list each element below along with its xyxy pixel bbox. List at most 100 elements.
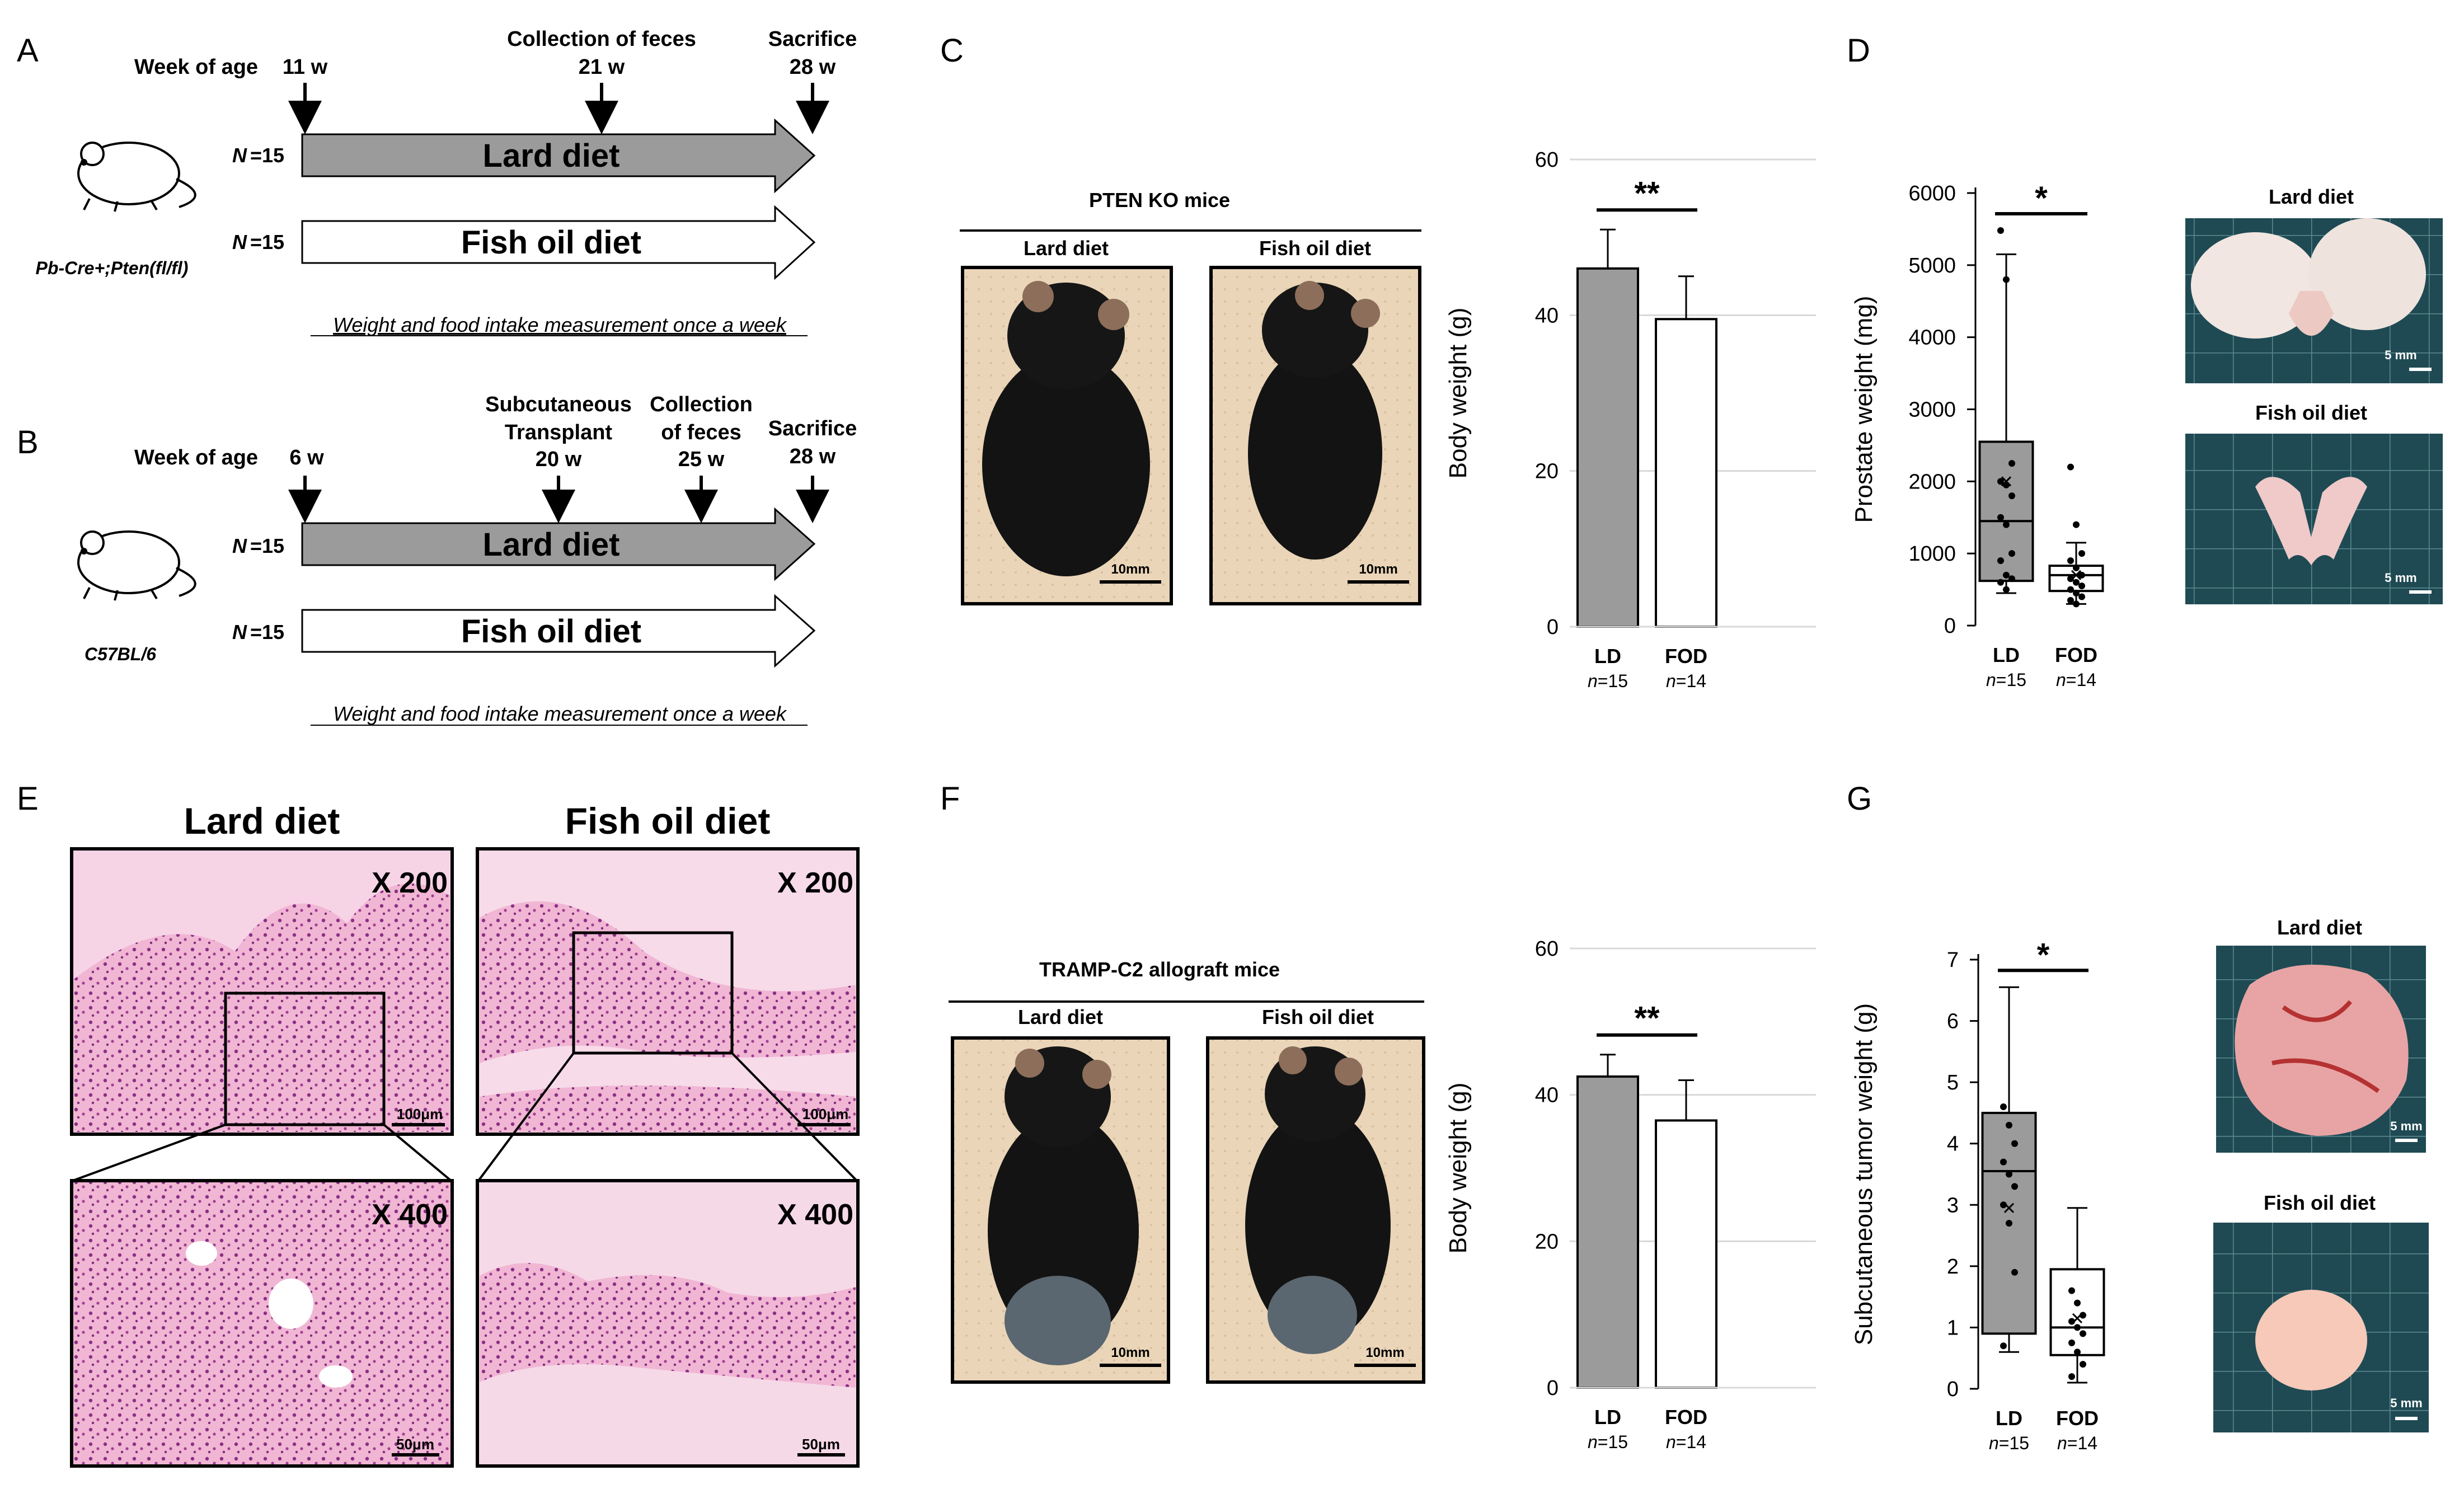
box <box>1978 440 2034 582</box>
bar <box>1655 318 1717 628</box>
timepoint-label: of feces <box>661 421 741 444</box>
x-category-label: FOD <box>2056 1407 2099 1430</box>
data-point <box>2080 1361 2086 1368</box>
data-point <box>2074 1349 2081 1356</box>
tumor-photo-lard: 5 mm <box>2216 946 2426 1153</box>
y-tick-label: 40 <box>1535 304 1559 327</box>
n-value: =15 <box>250 534 284 557</box>
y-tick-label: 6000 <box>1908 182 1956 205</box>
week-of-age-label: Week of age <box>134 446 258 469</box>
data-point <box>2067 463 2074 471</box>
panel-e: E Lard diet Fish oil diet X 200 100μm X … <box>17 781 860 1468</box>
data-point <box>2003 276 2010 283</box>
data-point <box>2067 575 2074 582</box>
panel-a: A Week of age 11 w Collection of feces 2… <box>17 27 857 336</box>
x-category-label: LD <box>1594 1406 1621 1429</box>
y-tick-label: 1000 <box>1908 542 1956 566</box>
data-point <box>1997 478 2004 485</box>
y-tick-label: 40 <box>1535 1084 1559 1107</box>
tumor-photo-fish: 5 mm <box>2213 1223 2429 1432</box>
data-point <box>2068 1287 2075 1294</box>
photo-label-lard: Lard diet <box>2277 916 2362 939</box>
panel-letter-c: C <box>940 32 964 69</box>
y-tick-label: 3 <box>1947 1194 1959 1217</box>
y-tick-label: 0 <box>1947 1378 1959 1401</box>
scale-bar-label: 100μm <box>397 1106 443 1122</box>
scale-bar-label: 10mm <box>1111 1345 1149 1360</box>
y-axis-label: Body weight (g) <box>1444 308 1472 479</box>
magnification-label: X 400 <box>777 1199 853 1231</box>
chart-d-prostate-weight: 0 1000 2000 3000 4000 5000 6000 Prostate weight… <box>1850 180 2104 690</box>
scale-bar-label: 10mm <box>1365 1345 1404 1360</box>
scale-bar-label: 5 mm <box>2390 1396 2422 1410</box>
panel-f: F TRAMP-C2 allograft mice Lard diet Fish… <box>940 781 1816 1452</box>
timepoint-label: Collection of feces <box>507 27 696 51</box>
data-point <box>2006 1121 2012 1129</box>
chart-g-tumor-weight: 0 1 2 3 4 5 6 7 Subcutaneous tumor weight (g) LD n… <box>1850 937 2105 1453</box>
data-point <box>2073 564 2080 571</box>
y-tick-label: 60 <box>1535 937 1559 961</box>
y-tick-label: 2 <box>1947 1255 1959 1279</box>
y-tick-label: 20 <box>1535 1230 1559 1253</box>
scale-bar-label: 100μm <box>802 1106 848 1122</box>
scale-bar-label: 5 mm <box>2390 1119 2422 1133</box>
y-tick-label: 7 <box>1947 948 1959 972</box>
data-point <box>2008 492 2015 500</box>
data-point <box>2008 575 2015 582</box>
y-tick-label: 6 <box>1947 1010 1959 1033</box>
mean-marker <box>2001 476 2012 487</box>
y-axis-label: Prostate weight (mg) <box>1850 296 1878 523</box>
data-point <box>1997 557 2004 565</box>
fish-oil-diet-arrow-label: Fish oil diet <box>461 613 641 650</box>
histology-lard-x200: X 200 100μm <box>70 847 454 1136</box>
box <box>2049 1268 2105 1356</box>
data-point <box>2078 582 2085 590</box>
zoom-connector <box>383 1124 452 1182</box>
fish-oil-diet-arrow-label: Fish oil diet <box>461 224 641 261</box>
data-point <box>2006 1220 2012 1227</box>
lard-diet-arrow-label: Lard diet <box>483 138 620 174</box>
timepoint-label: Sacrifice <box>768 27 857 51</box>
n-value: =15 <box>250 144 284 167</box>
panel-letter-a: A <box>17 32 39 69</box>
sample-size-label: n=15 <box>1588 671 1628 691</box>
data-point <box>2078 550 2085 557</box>
histology-fish-x400: X 400 50μm <box>476 1179 860 1468</box>
measurement-note: Weight and food intake measurement once … <box>333 702 787 725</box>
n-value: =15 <box>250 621 284 643</box>
bar <box>1655 1119 1717 1389</box>
y-tick-label: 5 <box>1947 1071 1959 1094</box>
mean-marker <box>2003 1202 2015 1213</box>
data-point <box>2067 586 2074 593</box>
mouse-photo-fish: 10mm <box>1206 1036 1425 1384</box>
x-category-label: FOD <box>2055 643 2097 666</box>
panel-d: D 0 1000 2000 3000 4000 5000 6000 Prostate weig… <box>1847 32 2443 690</box>
data-point <box>2011 1183 2018 1190</box>
histology-lard-x400: X 400 50μm <box>70 1179 454 1468</box>
data-point <box>2073 600 2080 608</box>
measurement-note: Weight and food intake measurement once … <box>333 313 787 336</box>
data-point <box>2008 460 2015 467</box>
bar <box>1576 267 1639 628</box>
zoom-connector <box>72 1124 226 1182</box>
data-point <box>2000 1342 2007 1350</box>
x-category-label: LD <box>1996 1407 2022 1430</box>
zoom-connector <box>477 1052 575 1182</box>
y-tick-label: 60 <box>1535 148 1559 172</box>
magnification-label: X 200 <box>777 867 853 899</box>
data-point <box>2067 557 2074 565</box>
photo-group-title: PTEN KO mice <box>1089 189 1230 212</box>
data-point <box>2008 550 2015 557</box>
photo-group-title: TRAMP-C2 allograft mice <box>1039 958 1280 981</box>
scale-bar-label: 5 mm <box>2385 571 2416 585</box>
lard-diet-arrow <box>301 118 816 194</box>
data-point <box>2006 1171 2012 1178</box>
data-point <box>1997 514 2004 521</box>
mouse-strain-label: Pb-Cre+;Pten(fl/fl) <box>36 258 189 278</box>
n-value: =15 <box>250 231 284 253</box>
significance-marker: * <box>2037 937 2050 973</box>
mouse-icon <box>77 142 196 212</box>
timepoint-label: Sacrifice <box>768 417 857 440</box>
panel-b: B Week of age 6 w Subcutaneous Transplan… <box>17 393 857 726</box>
scale-bar-label: 50μm <box>802 1436 840 1453</box>
